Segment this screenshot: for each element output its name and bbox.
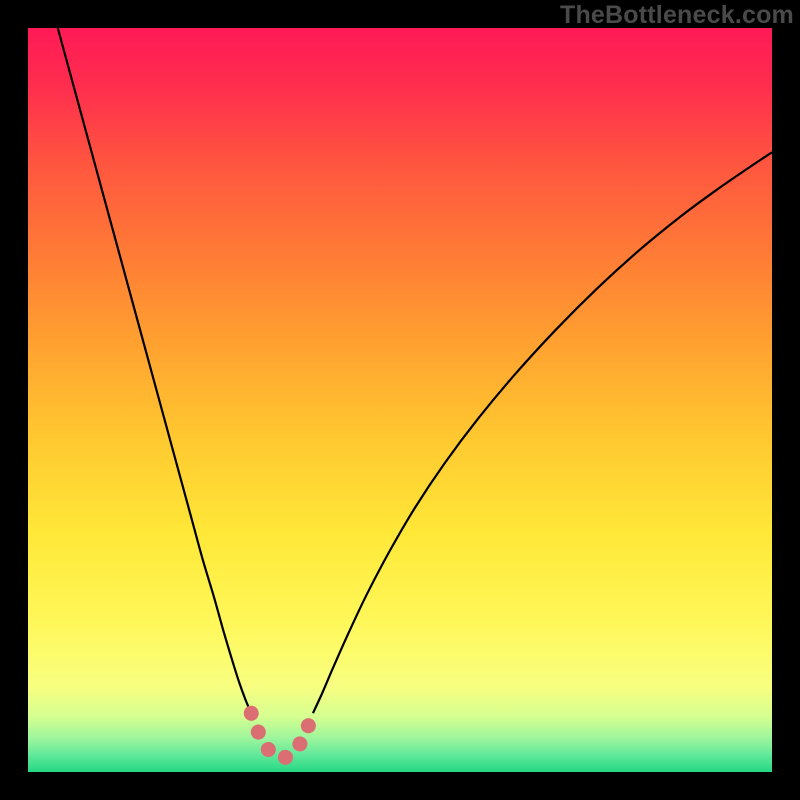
watermark-label: TheBottleneck.com <box>560 1 794 30</box>
chart-svg <box>28 28 772 772</box>
curve-left <box>58 28 251 713</box>
curve-right <box>313 152 772 713</box>
chart-frame: TheBottleneck.com <box>0 0 800 800</box>
plot-area <box>28 28 772 772</box>
highlight-band <box>251 713 313 758</box>
